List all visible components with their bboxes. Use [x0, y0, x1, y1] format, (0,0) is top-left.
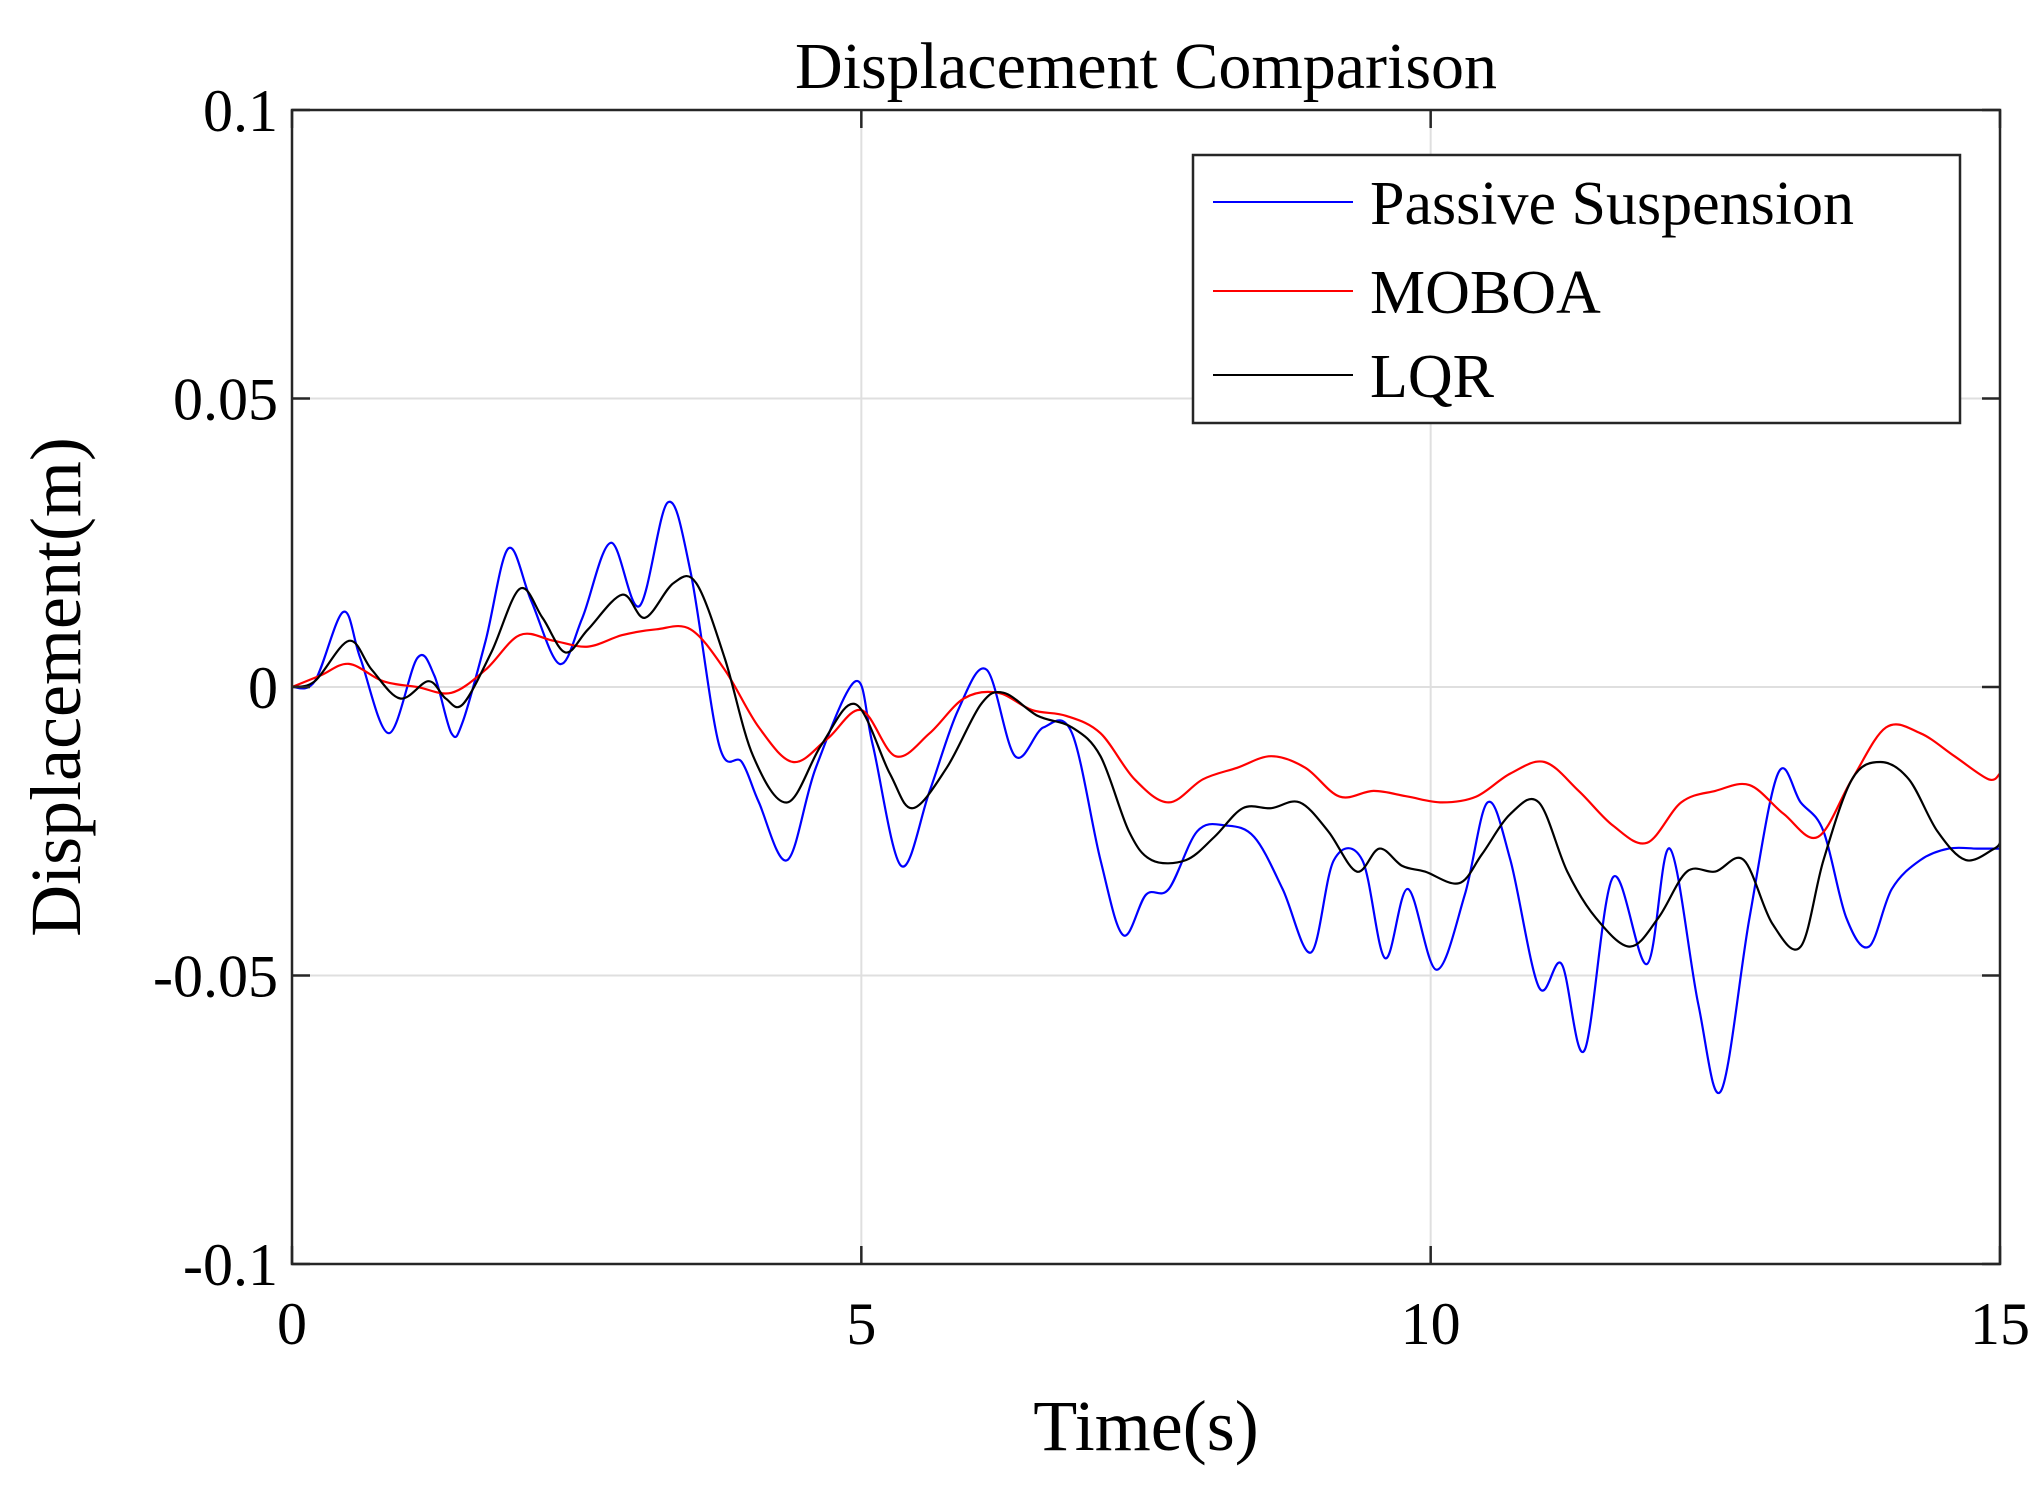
chart-title: Displacement Comparison [795, 30, 1497, 103]
legend-item-moboa: MOBOA [1213, 259, 1601, 327]
y-tick-label: 0.1 [203, 78, 278, 144]
legend-label-moboa: MOBOA [1370, 259, 1601, 327]
y-tick-label: 0.05 [173, 367, 278, 433]
series-layer [291, 500, 2001, 1095]
y-tick-label: -0.1 [183, 1232, 278, 1298]
y-axis-label: Displacement(m) [16, 437, 96, 937]
legend-item-lqr: LQR [1213, 343, 1495, 411]
legend-label-lqr: LQR [1370, 343, 1495, 411]
y-tick-label: 0 [248, 655, 278, 721]
x-axis-label: Time(s) [1033, 1386, 1258, 1466]
ticks [290, 108, 2002, 1266]
series-line-moboa [291, 624, 2001, 845]
x-tick-label: 10 [1401, 1291, 1461, 1357]
series-line-lqr [291, 575, 2001, 951]
x-tick-label: 0 [277, 1291, 307, 1357]
x-tick-label: 15 [1970, 1291, 2030, 1357]
series-line-passive [291, 500, 2000, 1095]
x-tick-label: 5 [846, 1291, 876, 1357]
legend-box [1191, 153, 1962, 425]
y-tick-label: -0.05 [153, 944, 278, 1010]
tick-labels: 0 5 10 15 0.1 0.05 0 -0.05 -0.1 [153, 78, 2030, 1357]
legend: Passive Suspension MOBOA LQR [1191, 153, 1962, 425]
legend-label-passive: Passive Suspension [1370, 170, 1854, 238]
legend-item-passive: Passive Suspension [1213, 170, 1854, 238]
